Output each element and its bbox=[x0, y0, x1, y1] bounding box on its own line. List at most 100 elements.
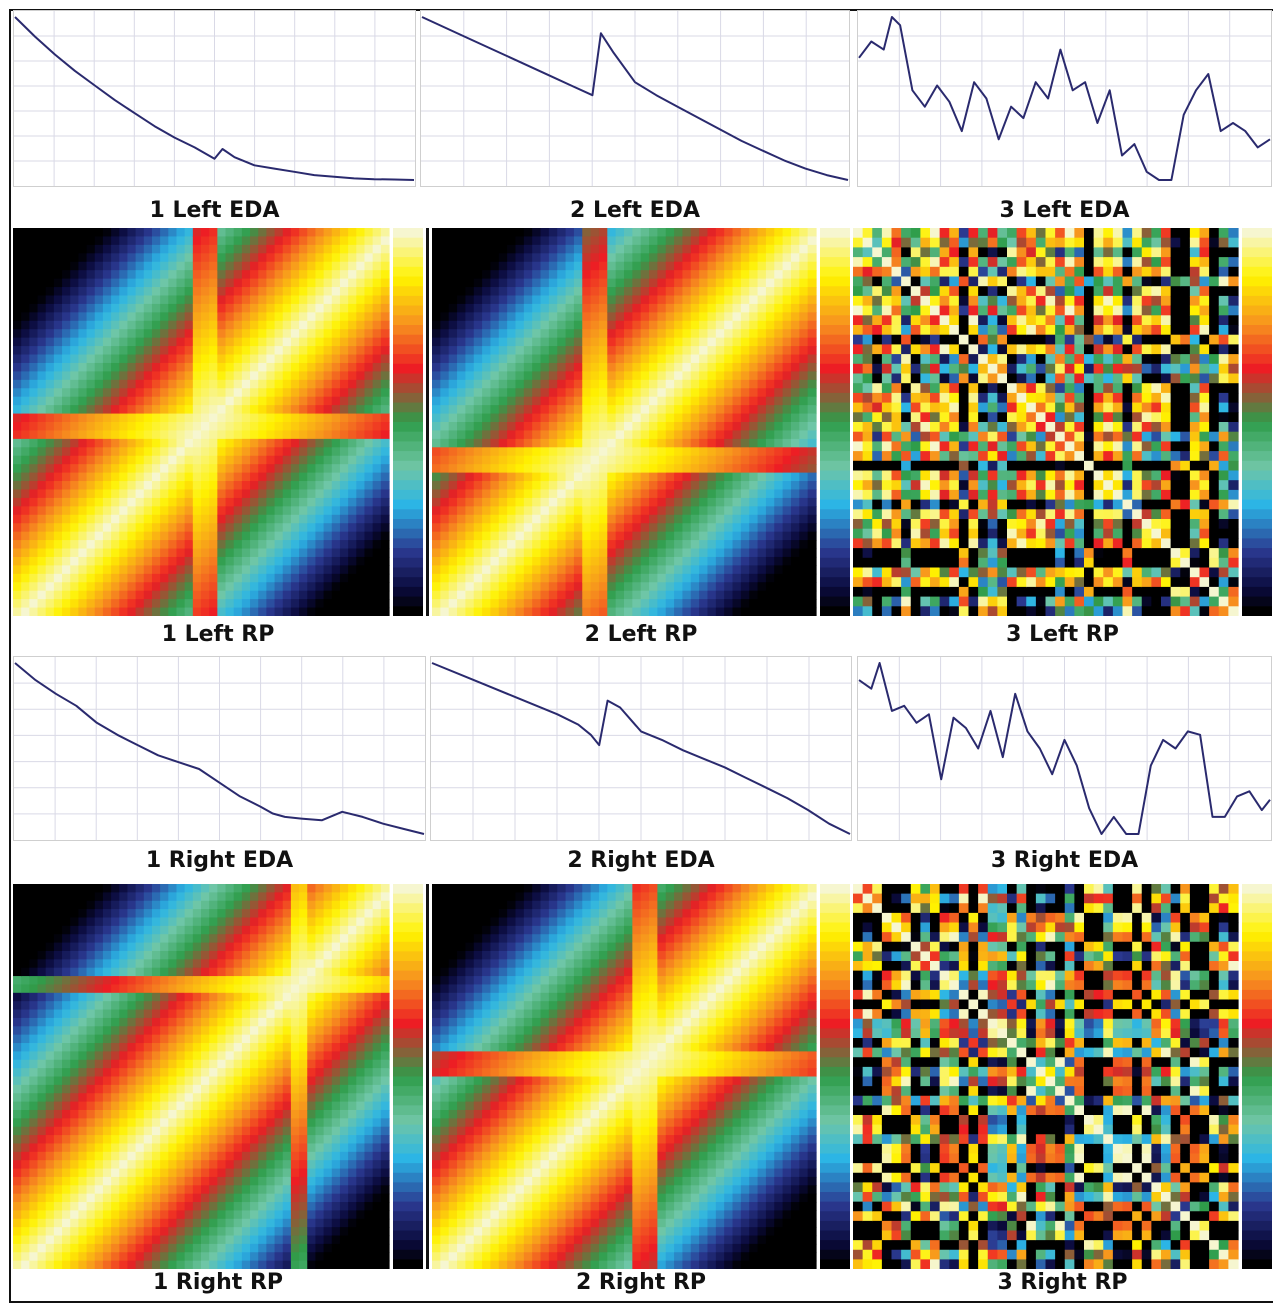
rp-cell bbox=[339, 438, 349, 448]
rp-cell bbox=[348, 346, 357, 356]
rp-cell bbox=[307, 295, 317, 305]
rp-cell bbox=[699, 497, 709, 507]
rp-cell bbox=[690, 514, 700, 524]
rp-cell bbox=[201, 514, 210, 524]
rp-cell bbox=[690, 565, 700, 575]
rp-cell bbox=[176, 472, 186, 482]
rp-cell bbox=[590, 607, 600, 616]
rp-cell bbox=[21, 455, 30, 465]
rp-cell bbox=[782, 607, 792, 616]
rp-cell bbox=[930, 489, 941, 501]
rp-cell bbox=[307, 278, 317, 288]
rp-cell bbox=[37, 261, 47, 271]
rp-cell bbox=[160, 447, 169, 457]
rp-cell bbox=[573, 556, 583, 566]
rp-cell bbox=[250, 303, 259, 313]
rp-cell bbox=[53, 270, 63, 280]
rp-cell bbox=[732, 514, 742, 524]
rp-cell bbox=[127, 396, 137, 406]
colorbar-segment bbox=[393, 460, 423, 472]
rp-cell bbox=[457, 312, 466, 322]
rp-cell bbox=[440, 371, 450, 381]
rp-cell bbox=[457, 599, 466, 609]
rp-cell bbox=[632, 413, 642, 423]
rp-cell bbox=[78, 489, 88, 499]
rp-cell bbox=[282, 489, 292, 499]
rp-cell bbox=[782, 531, 792, 541]
rp-cell bbox=[507, 455, 517, 465]
rp-cell bbox=[732, 379, 742, 389]
rp-cell bbox=[348, 447, 357, 457]
rp-cell bbox=[920, 276, 931, 287]
rp-cell bbox=[168, 295, 178, 305]
rp-cell bbox=[440, 514, 450, 524]
rp-cell bbox=[853, 431, 864, 442]
rp-cell bbox=[523, 388, 533, 398]
rp-cell bbox=[790, 337, 800, 347]
colorbar-segment bbox=[393, 266, 423, 278]
rp-cell bbox=[749, 287, 759, 297]
rp-cell bbox=[86, 455, 96, 465]
rp-cell bbox=[62, 582, 71, 592]
rp-cell bbox=[649, 371, 658, 381]
rp-cell bbox=[891, 402, 902, 413]
rp-cell bbox=[482, 582, 492, 592]
rp-cell bbox=[339, 312, 349, 322]
rp-cell bbox=[432, 556, 441, 566]
rp-cell bbox=[315, 253, 325, 263]
rp-cell bbox=[615, 261, 625, 271]
rp-cell bbox=[557, 573, 567, 583]
rp-cell bbox=[209, 573, 218, 583]
rp-cell bbox=[135, 362, 145, 372]
rp-cell bbox=[364, 447, 374, 457]
rp-cell bbox=[78, 287, 88, 297]
rp-cell bbox=[968, 606, 979, 616]
rp-cell bbox=[665, 329, 675, 339]
rp-cell bbox=[448, 447, 458, 457]
rp-cell bbox=[168, 388, 178, 398]
rp-cell bbox=[881, 586, 893, 598]
rp-cell bbox=[432, 531, 441, 541]
rp-cell bbox=[910, 422, 921, 433]
rp-cell bbox=[715, 371, 725, 381]
colorbar-segment bbox=[820, 237, 850, 248]
rp-cell bbox=[615, 447, 625, 457]
rp-cell bbox=[473, 556, 483, 566]
rp-cell bbox=[274, 548, 284, 558]
rp-cell bbox=[557, 599, 567, 609]
rp-cell bbox=[307, 565, 317, 575]
rp-cell bbox=[757, 447, 767, 457]
rp-cell bbox=[78, 556, 88, 566]
rp-cell bbox=[640, 295, 650, 305]
rp-cell bbox=[790, 489, 800, 499]
rp-cell bbox=[290, 607, 300, 616]
rp-cell bbox=[315, 329, 325, 339]
rp-cell bbox=[102, 270, 112, 280]
rp-cell bbox=[184, 413, 194, 423]
rp-cell bbox=[640, 438, 650, 448]
rp-cell bbox=[53, 582, 63, 592]
rp-cell bbox=[143, 354, 153, 364]
rp-cell bbox=[590, 438, 600, 448]
rp-cell bbox=[290, 438, 300, 448]
rp-cell bbox=[258, 430, 267, 440]
rp-cell bbox=[724, 346, 734, 356]
rp-cell bbox=[640, 514, 650, 524]
rp-cell bbox=[266, 455, 276, 465]
rp-cell bbox=[624, 228, 633, 238]
rp-cell bbox=[690, 447, 700, 457]
rp-cell bbox=[315, 388, 325, 398]
rp-cell bbox=[532, 320, 542, 330]
rp-cell bbox=[250, 540, 259, 550]
rp-cell bbox=[732, 337, 742, 347]
rp-cell bbox=[665, 565, 675, 575]
rp-cell bbox=[192, 261, 202, 271]
rp-cell bbox=[86, 472, 96, 482]
rp-cell bbox=[465, 472, 475, 482]
rp-cell bbox=[968, 431, 979, 442]
rp-cell bbox=[853, 315, 864, 326]
rp-cell bbox=[151, 236, 161, 246]
rp-cell bbox=[372, 607, 382, 616]
rp-cell bbox=[457, 531, 466, 541]
rp-cell bbox=[45, 362, 55, 372]
